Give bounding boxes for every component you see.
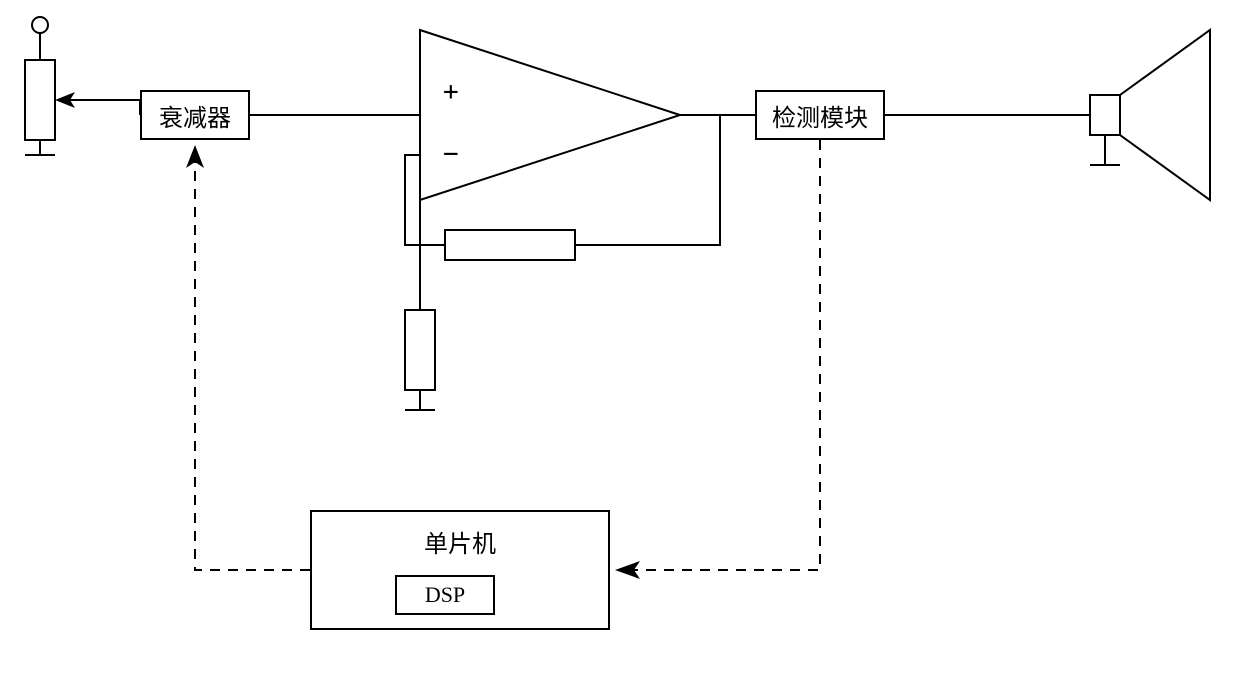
diagram-canvas: + − 衰减器 检测模块 单片机 DS <box>0 0 1240 675</box>
attenuator-block: 衰减器 <box>140 90 250 140</box>
detector-block: 检测模块 <box>755 90 885 140</box>
opamp-minus-label: − <box>443 139 459 169</box>
opamp-triangle <box>420 30 680 200</box>
attenuator-label: 衰减器 <box>159 98 231 133</box>
speaker-cone <box>1120 30 1210 200</box>
arrow-into-attn <box>186 145 204 168</box>
feedback-resistor <box>445 230 575 260</box>
speaker-box <box>1090 95 1120 135</box>
dsp-block: DSP <box>395 575 495 615</box>
opamp-plus-label: + <box>443 77 459 107</box>
dash-mcu-to-attn <box>195 155 310 570</box>
pot-body <box>25 60 55 140</box>
pot-terminal-circle <box>32 17 48 33</box>
ground-resistor <box>405 310 435 390</box>
mcu-label: 单片机 <box>424 524 496 559</box>
detector-label: 检测模块 <box>772 98 868 133</box>
dsp-label: DSP <box>425 582 465 608</box>
dash-detector-to-mcu <box>625 140 820 570</box>
